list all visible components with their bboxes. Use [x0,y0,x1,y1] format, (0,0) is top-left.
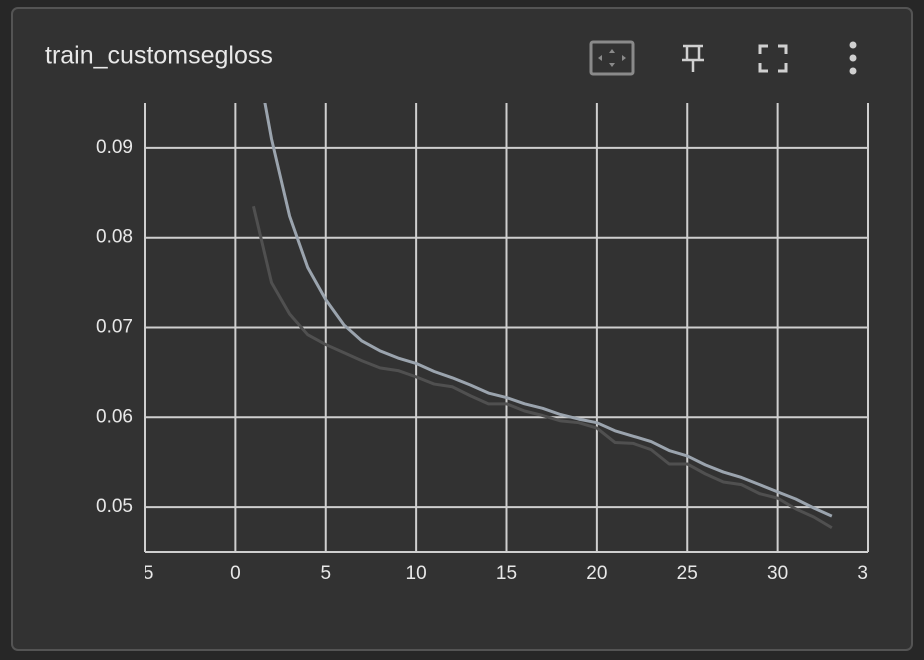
y-tick-label: 0.07 [96,317,133,338]
grid [144,103,869,552]
x-tick-labels: -5 0 5 10 15 20 25 30 35 [137,563,878,584]
x-tick-label: 5 [320,563,331,584]
x-tick-label: 15 [496,563,517,584]
y-tick-label: 0.06 [96,406,133,427]
x-tick-label: -5 [137,563,154,584]
plot-lines [251,103,833,530]
more-menu-button[interactable] [849,41,857,75]
x-tick-label: 35 [857,563,878,584]
chart-title: train_customsegloss [45,42,273,70]
fullscreen-button[interactable] [758,44,788,73]
y-tick-label: 0.09 [96,137,133,158]
x-tick-label: 20 [586,563,607,584]
pin-button[interactable] [682,44,704,72]
y-tick-labels: 0.05 0.06 0.07 0.08 0.09 [96,137,133,517]
x-tick-label: 25 [677,563,698,584]
fit-domain-button[interactable] [589,40,635,76]
x-tick-label: 30 [767,563,788,584]
x-tick-label: 0 [230,563,241,584]
y-tick-label: 0.05 [96,496,133,517]
series-line [263,103,833,518]
x-tick-label: 10 [406,563,427,584]
series-line [251,205,833,530]
y-tick-label: 0.08 [96,227,133,248]
